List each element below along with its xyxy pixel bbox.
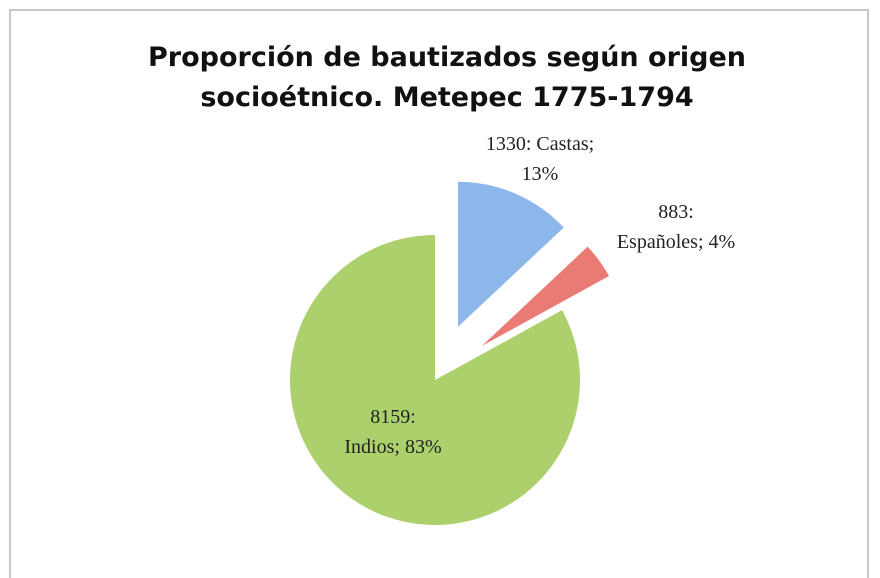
chart-title: Proporción de bautizados según origen <box>148 42 746 73</box>
data-label: Españoles; 4% <box>617 231 735 253</box>
data-label: 1330: Castas; <box>486 133 594 155</box>
data-label: 883: <box>658 201 694 223</box>
pie-slice <box>289 235 580 525</box>
data-label: 8159: <box>370 406 416 428</box>
pie-slice <box>481 246 609 346</box>
data-label: 13% <box>522 163 559 185</box>
chart-title: socioétnico. Metepec 1775-1794 <box>200 82 693 113</box>
pie-slice <box>458 181 564 327</box>
data-label: Indios; 83% <box>344 436 441 458</box>
